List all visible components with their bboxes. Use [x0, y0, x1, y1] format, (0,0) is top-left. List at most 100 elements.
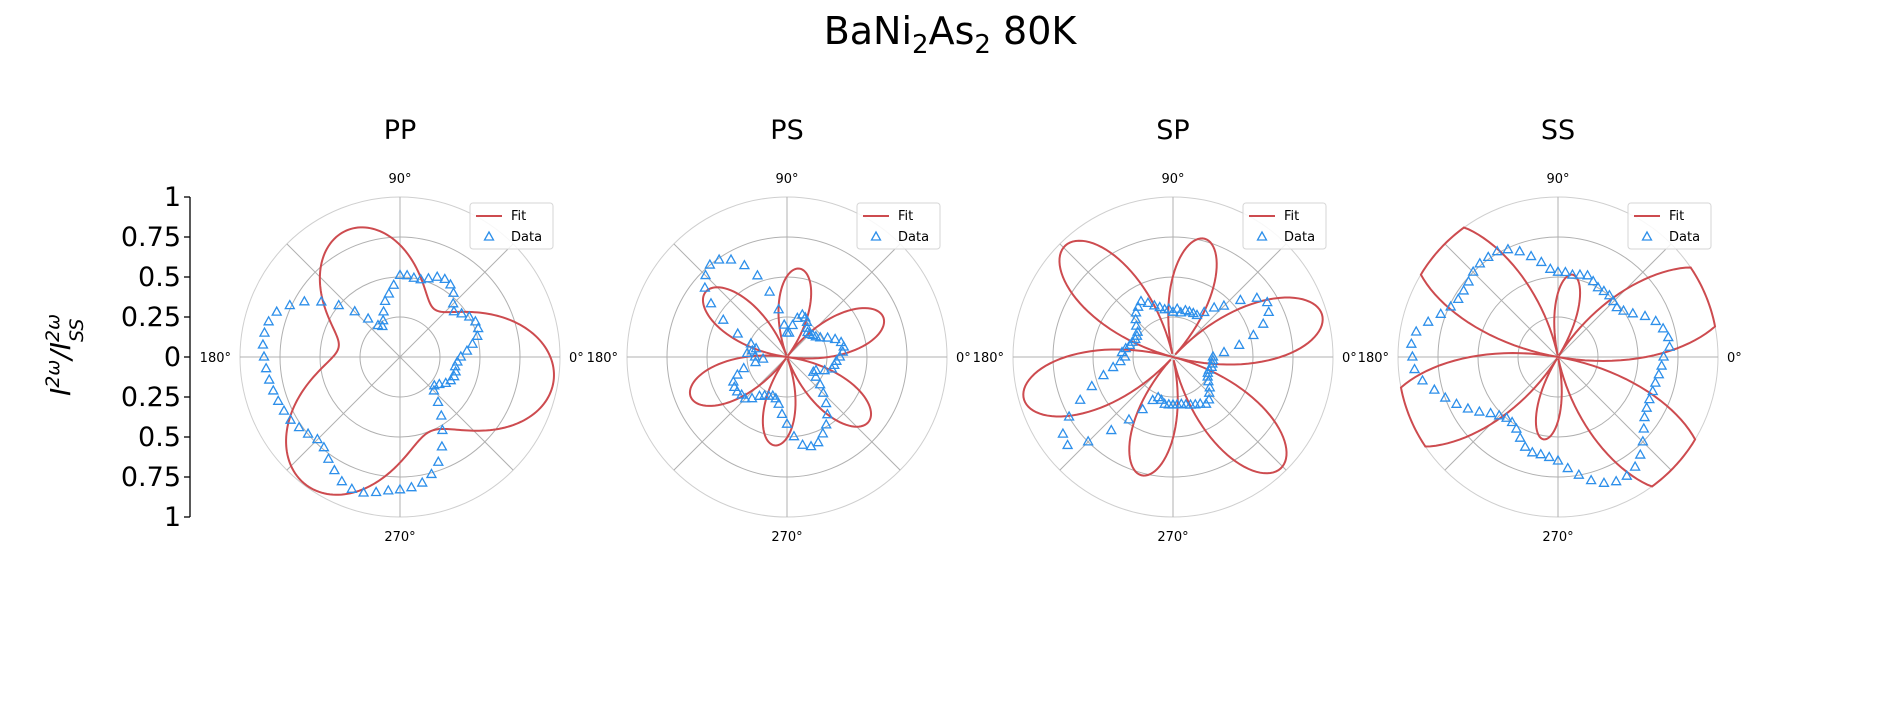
panel-title: PP — [384, 115, 417, 146]
data-point — [1493, 409, 1505, 420]
data-point — [741, 347, 753, 358]
data-point — [1123, 413, 1135, 424]
data-point — [263, 315, 275, 326]
data-point — [444, 278, 457, 289]
data-point — [1251, 291, 1263, 302]
data-point — [1074, 393, 1086, 404]
data-point — [1131, 325, 1144, 336]
data-point — [1506, 416, 1518, 427]
data-point — [1203, 363, 1215, 374]
left-axis-tick-label: 0 — [164, 342, 181, 373]
left-axis-tick-label: 0.25 — [121, 302, 181, 333]
angular-grid-line — [286, 356, 401, 471]
data-point — [1187, 307, 1199, 318]
data-point — [821, 408, 833, 419]
data-point — [1167, 305, 1179, 316]
data-point — [1135, 295, 1147, 306]
data-point — [450, 365, 462, 376]
data-point — [1510, 422, 1523, 433]
data-point — [432, 396, 444, 407]
data-point — [394, 269, 406, 280]
angle-label-90: 90° — [775, 172, 798, 187]
data-point — [1445, 300, 1457, 311]
left-axis-tick-label: 1 — [164, 502, 181, 533]
data-point — [415, 273, 427, 284]
data-point — [829, 333, 841, 344]
data-point — [796, 438, 809, 449]
data-point — [466, 337, 479, 348]
data-point — [757, 352, 769, 363]
panel-title: PS — [770, 115, 803, 146]
data-point — [738, 362, 750, 373]
data-point — [1204, 381, 1216, 392]
data-point — [732, 327, 744, 338]
data-point — [267, 384, 279, 395]
data-point — [278, 404, 290, 415]
data-point — [1428, 383, 1440, 394]
data-point — [1562, 462, 1574, 473]
data-point — [1587, 275, 1599, 286]
data-point — [820, 418, 832, 429]
data-point — [394, 483, 406, 494]
polar-panel-sp: SP 0° 90° 180° 270° Fit Data — [973, 115, 1357, 545]
data-point — [776, 408, 788, 419]
angle-label-0: 0° — [1727, 351, 1742, 366]
data-point — [1408, 363, 1421, 374]
data-point — [788, 430, 800, 441]
angular-grid-line — [1557, 356, 1672, 471]
data-point — [435, 409, 447, 420]
data-point — [1629, 460, 1641, 471]
data-point — [1198, 306, 1210, 317]
data-point — [1406, 350, 1419, 361]
data-point — [451, 355, 463, 366]
data-point — [1086, 380, 1098, 391]
data-point — [448, 305, 460, 316]
data-point — [1484, 407, 1497, 418]
data-point — [1462, 402, 1474, 413]
data-point — [449, 360, 461, 371]
data-point — [311, 433, 324, 444]
legend: Fit Data — [856, 202, 941, 250]
data-point — [830, 354, 843, 365]
data-point — [260, 362, 272, 373]
polar-panels: PP 0° 90° 180° 270° Fit Data PS 0° 90° 180° 270° Fit… — [200, 115, 1742, 545]
data-point — [388, 278, 400, 289]
polar-panel-pp: PP 0° 90° 180° 270° Fit Data — [200, 115, 584, 545]
data-point — [796, 308, 808, 319]
data-point — [810, 364, 822, 375]
data-point — [1183, 305, 1196, 316]
data-point — [1643, 393, 1655, 404]
data-point — [272, 395, 284, 405]
angular-grid-line — [786, 356, 901, 471]
angular-grid-line — [673, 356, 788, 471]
data-point — [1261, 296, 1273, 307]
data-point — [699, 281, 711, 292]
data-point — [725, 253, 737, 264]
data-point — [1491, 245, 1503, 256]
data-point — [1119, 350, 1131, 361]
data-point — [346, 482, 358, 493]
data-point — [383, 287, 395, 298]
data-point — [1203, 393, 1215, 404]
panel-title: SP — [1156, 115, 1189, 146]
data-point — [1194, 397, 1206, 408]
polar-panel-ss: SS 0° 90° 180° 270° Fit Data — [1358, 115, 1742, 545]
data-point — [333, 299, 345, 310]
data-point — [738, 259, 751, 270]
angular-grid-line — [1557, 243, 1672, 358]
data-point — [1263, 306, 1275, 317]
data-point — [1655, 359, 1668, 370]
angular-grid-line — [1059, 243, 1174, 358]
data-point — [781, 326, 793, 337]
data-point — [746, 392, 758, 403]
legend-data-swatch — [870, 230, 882, 241]
data-point — [328, 464, 341, 475]
data-point — [1462, 275, 1475, 286]
data-point — [432, 455, 444, 466]
fit-curve — [1022, 237, 1324, 477]
data-point — [298, 295, 311, 306]
data-point — [440, 377, 452, 388]
data-point — [436, 424, 449, 435]
angular-grid-line — [399, 243, 514, 358]
data-point — [372, 319, 384, 330]
